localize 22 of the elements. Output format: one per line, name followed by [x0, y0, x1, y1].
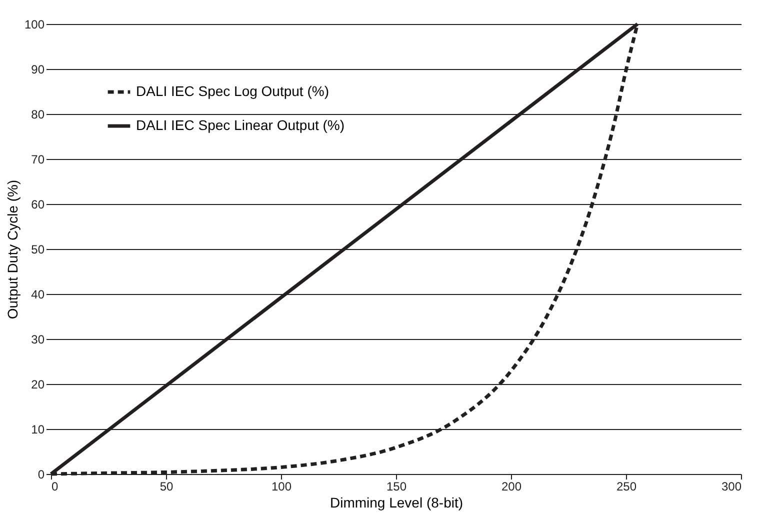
- y-axis-title: Output Duty Cycle (%): [4, 180, 20, 320]
- x-tick-label: 50: [160, 480, 174, 494]
- y-tick-label: 100: [24, 18, 45, 32]
- legend-label: DALI IEC Spec Linear Output (%): [136, 117, 345, 133]
- x-tick-label: 150: [386, 480, 407, 494]
- y-tick-label: 90: [31, 62, 45, 76]
- y-tick-label: 20: [31, 378, 45, 392]
- y-tick-label: 60: [31, 198, 45, 212]
- y-tick-label: 80: [31, 108, 45, 122]
- x-tick-label: 200: [501, 480, 522, 494]
- y-tick-label: 30: [31, 332, 45, 346]
- y-tick-label: 70: [31, 152, 45, 166]
- y-tick-label: 0: [38, 468, 45, 482]
- y-tick-label: 40: [31, 288, 45, 302]
- x-tick-label: 300: [721, 480, 742, 494]
- y-tick-label: 10: [31, 422, 45, 436]
- legend-label: DALI IEC Spec Log Output (%): [136, 83, 329, 99]
- x-axis-title: Dimming Level (8-bit): [330, 494, 464, 510]
- x-tick-label: 0: [52, 480, 58, 494]
- y-tick-label: 50: [31, 242, 45, 256]
- x-tick-label: 250: [616, 480, 637, 494]
- x-tick-label: 100: [271, 480, 292, 494]
